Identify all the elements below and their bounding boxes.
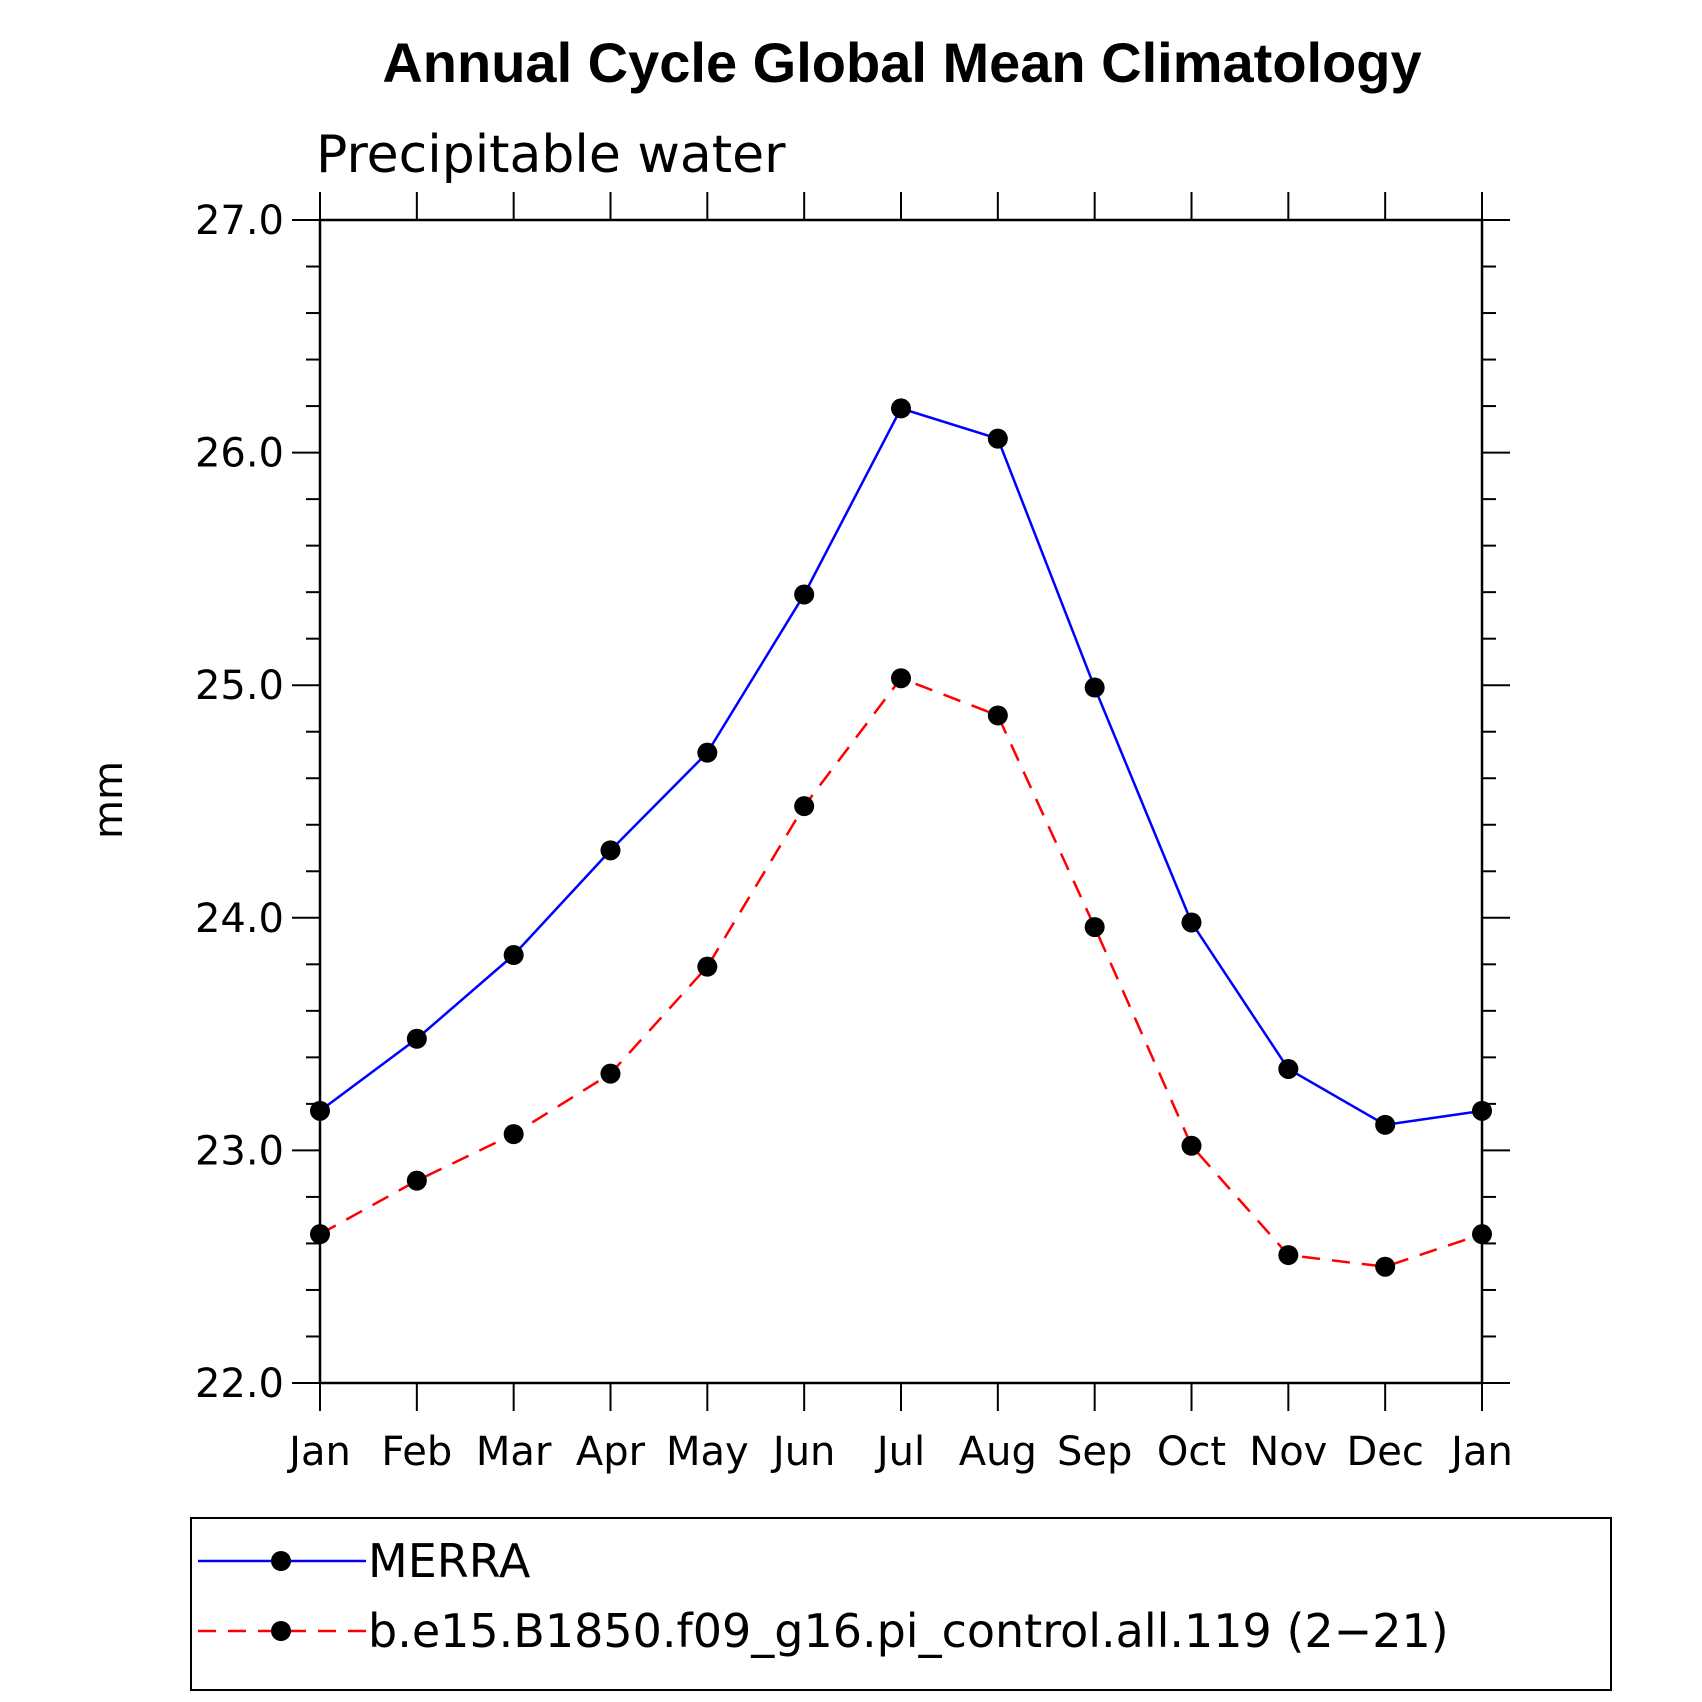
- series-layer: [310, 398, 1492, 1277]
- data-point: [600, 840, 621, 861]
- data-point: [406, 1170, 427, 1191]
- x-tick-label: Feb: [381, 1429, 452, 1475]
- data-point: [503, 1124, 524, 1145]
- x-tick-label: Oct: [1157, 1429, 1226, 1475]
- legend-items: MERRA b.e15.B1850.f09_g16.pi_control.all.…: [198, 1534, 1449, 1658]
- plot-border: [318, 218, 1484, 1385]
- series-line: [319, 406, 1483, 1127]
- data-point: [1084, 917, 1105, 938]
- x-tick-label: Aug: [959, 1429, 1037, 1475]
- data-point: [794, 796, 815, 817]
- x-tick-label: Mar: [476, 1429, 552, 1475]
- x-tick-label: Jul: [874, 1429, 925, 1475]
- plot-frame: [318, 218, 1484, 1385]
- x-axis-ticks: Jan Feb Mar Apr May Jun Jul Aug Sep Oct Nov Dec Jan: [286, 192, 1513, 1475]
- data-point: [310, 1100, 330, 1121]
- legend-box: [190, 1517, 1612, 1691]
- chart-subtitle: Precipitable water: [316, 125, 786, 185]
- legend-marker: [271, 1621, 291, 1641]
- data-point: [1181, 1135, 1202, 1156]
- y-tick-label: 23.0: [195, 1128, 284, 1174]
- x-tick-label: Apr: [576, 1429, 646, 1475]
- data-point: [697, 956, 718, 977]
- chart-title: Annual Cycle Global Mean Climatology: [382, 31, 1421, 94]
- y-tick-label: 27.0: [195, 198, 284, 244]
- legend-marker: [271, 1551, 291, 1571]
- legend-label: b.e15.B1850.f09_g16.pi_control.all.119 (…: [368, 1604, 1449, 1658]
- y-tick-label: 25.0: [195, 663, 284, 709]
- x-tick-label: Jun: [770, 1429, 836, 1475]
- y-tick-label: 26.0: [195, 431, 284, 477]
- legend-item-1: MERRA: [198, 1534, 531, 1588]
- y-tick-label: 22.0: [195, 1361, 284, 1407]
- data-point: [987, 428, 1008, 449]
- data-point: [794, 584, 815, 605]
- legend-item-2: b.e15.B1850.f09_g16.pi_control.all.119 (…: [198, 1604, 1449, 1658]
- data-point: [1375, 1256, 1396, 1277]
- x-tick-label: Jan: [1448, 1429, 1513, 1475]
- data-point: [1278, 1058, 1299, 1079]
- data-point: [1084, 677, 1105, 698]
- x-tick-label: May: [666, 1429, 749, 1475]
- data-point: [987, 705, 1008, 726]
- data-point: [1375, 1114, 1396, 1135]
- data-point: [1472, 1224, 1492, 1245]
- data-point: [1278, 1245, 1299, 1266]
- x-tick-label: Sep: [1057, 1429, 1132, 1475]
- x-tick-label: Nov: [1249, 1429, 1327, 1475]
- legend-label: MERRA: [368, 1534, 531, 1588]
- legend: MERRA b.e15.B1850.f09_g16.pi_control.all.…: [190, 1517, 1612, 1691]
- data-point: [1181, 912, 1202, 933]
- data-point: [310, 1224, 330, 1245]
- data-point: [1472, 1100, 1492, 1121]
- y-axis-ticks: 22.0 23.0 24.0 25.0 26.0 27.0: [195, 198, 1510, 1407]
- data-point: [697, 742, 718, 763]
- x-tick-label: Dec: [1346, 1429, 1423, 1475]
- data-point: [891, 668, 911, 689]
- y-tick-label: 24.0: [195, 896, 284, 942]
- data-point: [891, 398, 911, 419]
- data-point: [503, 945, 524, 966]
- data-point: [406, 1028, 427, 1049]
- y-axis-label: mm: [86, 761, 132, 839]
- data-point: [600, 1063, 621, 1084]
- series-1: [310, 398, 1492, 1135]
- series-2: [310, 668, 1492, 1277]
- x-tick-label: Jan: [286, 1429, 351, 1475]
